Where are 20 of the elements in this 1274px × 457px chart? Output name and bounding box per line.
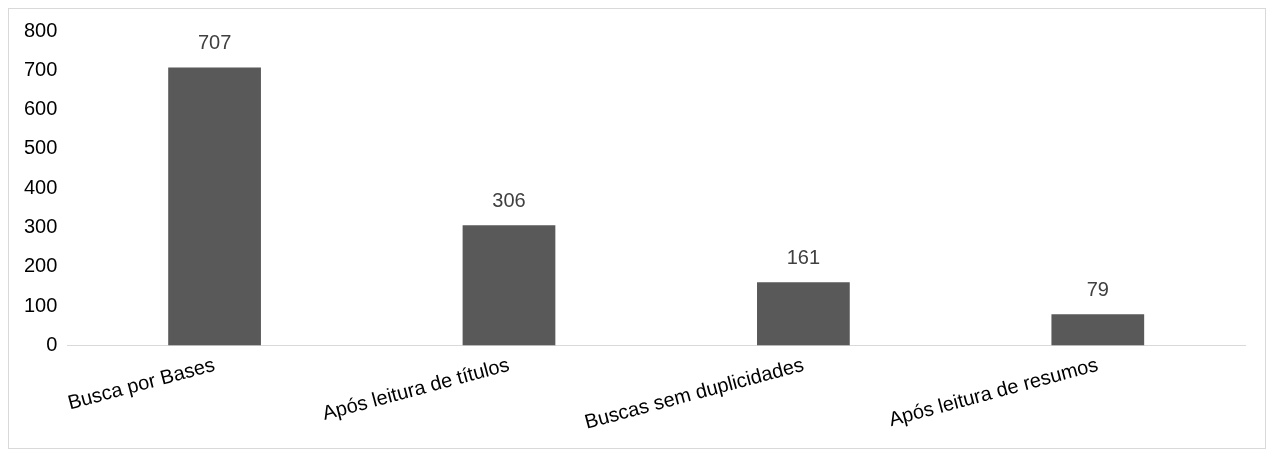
x-tick-label: Busca por Bases (65, 352, 218, 414)
y-tick-label: 800 (23, 18, 58, 41)
y-tick-label: 200 (23, 254, 58, 277)
data-label: 161 (786, 245, 821, 268)
data-label: 79 (1086, 277, 1109, 300)
y-tick-label: 400 (23, 175, 58, 198)
y-tick-label: 300 (23, 215, 58, 238)
x-tick-label: Após leitura de títulos (319, 352, 512, 424)
data-label: 306 (492, 188, 526, 211)
y-tick-label: 0 (46, 332, 58, 355)
data-label: 707 (197, 31, 232, 54)
y-tick-label: 100 (23, 293, 58, 316)
bar (1051, 314, 1145, 346)
x-tick-label: Após leitura de resumos (886, 352, 1101, 431)
bar (757, 282, 850, 346)
y-tick-label: 500 (23, 136, 58, 159)
bar (462, 225, 556, 346)
bar (168, 67, 261, 346)
y-tick-label: 600 (23, 97, 58, 120)
y-tick-label: 700 (23, 57, 58, 80)
